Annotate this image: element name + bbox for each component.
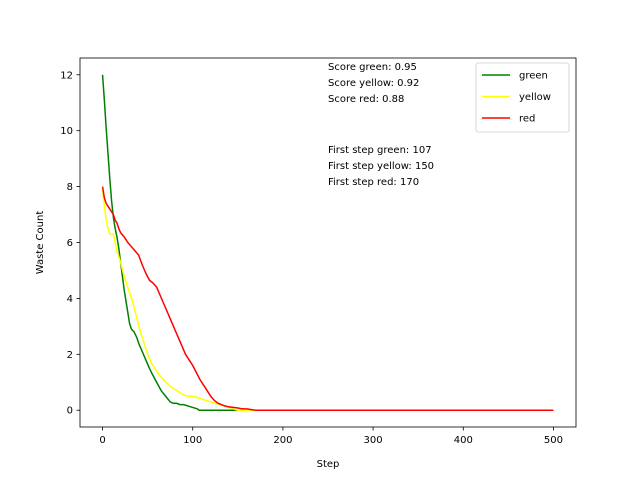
annotation-text: Score red: 0.88 — [328, 94, 404, 105]
axes: 0 100 200 300 400 500 0 2 4 6 8 10 12 Step Waste Count — [35, 57, 577, 470]
annotation-text: Score green: 0.95 — [328, 62, 417, 73]
legend-label-yellow: yellow — [519, 92, 551, 103]
legend-label-green: green — [519, 71, 548, 82]
series-line-red — [101, 186, 554, 411]
legend-label-red: red — [519, 114, 535, 125]
annotations: Score green: 0.95 Score yellow: 0.92 Score… — [328, 62, 434, 188]
x-tick-label: 400 — [454, 435, 473, 446]
x-tick-label: 0 — [99, 435, 105, 446]
x-tick-label: 200 — [273, 435, 292, 446]
y-tick-label: 12 — [60, 70, 73, 81]
x-tick-label: 100 — [183, 435, 202, 446]
y-tick-label: 10 — [60, 126, 73, 137]
x-axis-label: Step — [317, 459, 340, 470]
legend-box — [475, 62, 570, 133]
y-tick-label: 6 — [67, 238, 73, 249]
y-tick-label: 4 — [67, 294, 73, 305]
annotation-text: First step red: 170 — [328, 177, 419, 188]
series-line-green — [101, 74, 554, 411]
x-tick-label: 500 — [544, 435, 563, 446]
annotation-text: First step yellow: 150 — [328, 161, 434, 172]
plot-area — [101, 74, 554, 411]
series-line-yellow — [101, 189, 554, 411]
legend: green yellow red — [475, 62, 570, 133]
y-axis-label: Waste Count — [35, 211, 46, 275]
annotation-text: First step green: 107 — [328, 145, 432, 156]
y-tick-label: 2 — [67, 350, 73, 361]
y-tick-label: 8 — [67, 182, 73, 193]
x-tick-label: 300 — [364, 435, 383, 446]
annotation-text: Score yellow: 0.92 — [328, 78, 419, 89]
y-tick-label: 0 — [67, 406, 73, 417]
